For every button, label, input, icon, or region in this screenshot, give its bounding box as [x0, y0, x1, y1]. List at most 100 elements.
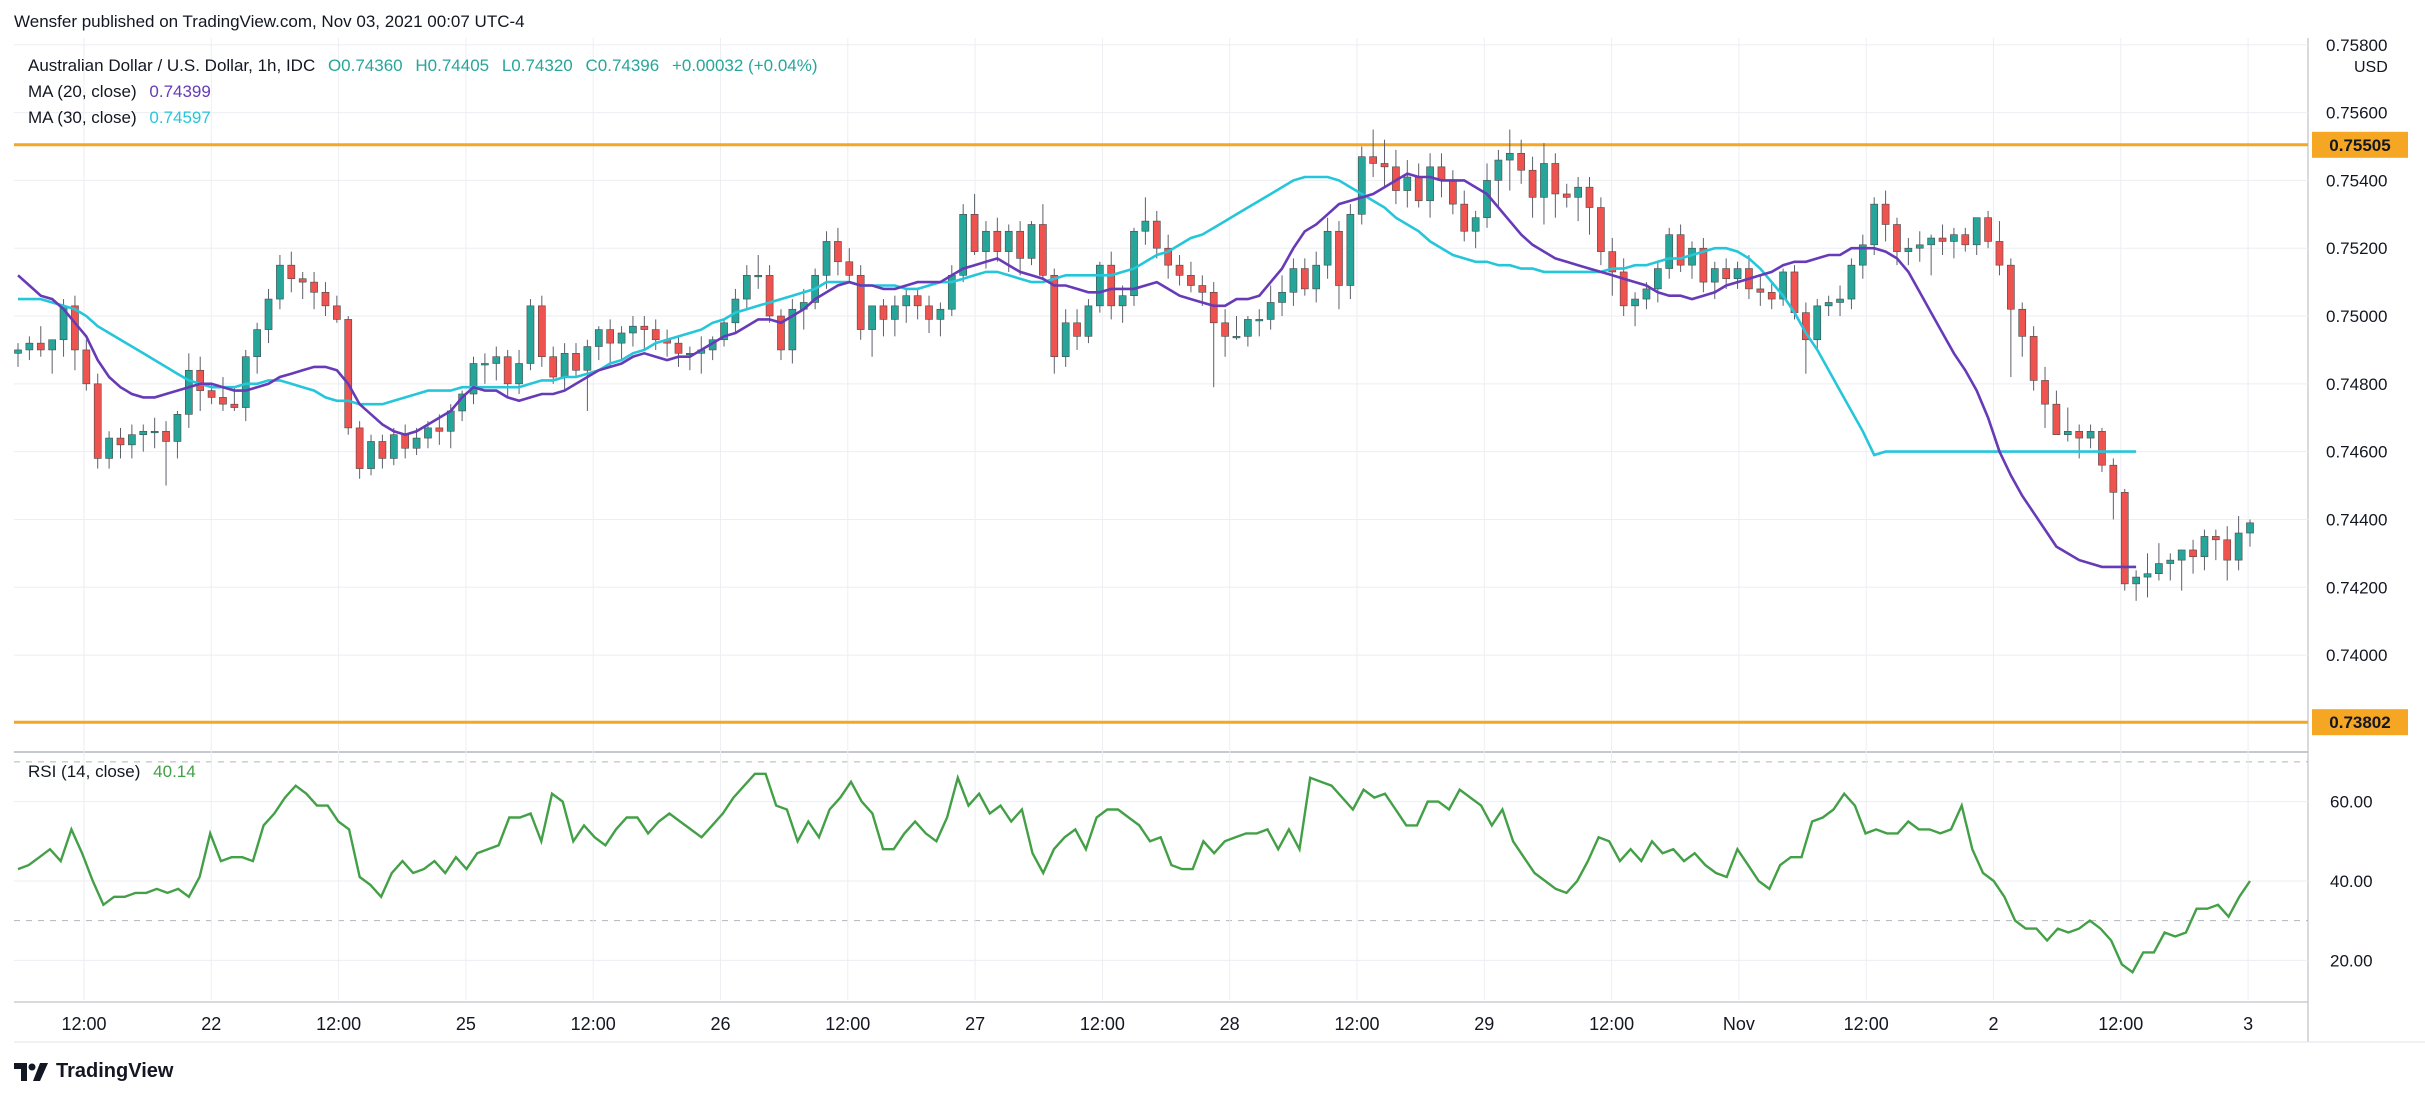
- candle-body-up: [241, 356, 250, 408]
- candle-body-up: [1654, 268, 1662, 290]
- candle-body-up: [1710, 268, 1719, 283]
- ma20-legend[interactable]: MA (20, close) 0.74399: [28, 82, 219, 102]
- candle: [162, 421, 170, 486]
- time-axis[interactable]: 12:00 22 12:00 25 12:00 26 12:00 27 12:00 28 12:00…: [61, 1014, 2253, 1034]
- candle-body-up: [1266, 302, 1275, 320]
- candle-body-down: [2052, 403, 2061, 435]
- price-axis[interactable]: 0.75800 0.75600 0.75400 0.75200 0.75000 0.748…: [2326, 36, 2388, 971]
- candle: [925, 295, 933, 333]
- candle-body-down: [1585, 186, 1594, 208]
- candle-body-down: [1050, 275, 1059, 358]
- candle: [219, 377, 227, 411]
- candle: [1722, 258, 1730, 289]
- candle: [1152, 210, 1161, 259]
- time-tick-label: 12:00: [1080, 1014, 1125, 1034]
- candle: [1369, 129, 1377, 178]
- rsi-legend[interactable]: RSI (14, close) 40.14: [28, 762, 204, 782]
- symbol-title[interactable]: Australian Dollar / U.S. Dollar, 1h, IDC: [28, 56, 316, 75]
- candle: [538, 295, 546, 367]
- time-tick-label: Nov: [1723, 1014, 1755, 1034]
- price-tick-label: 0.74000: [2326, 646, 2387, 665]
- candle-body-down: [435, 427, 444, 432]
- level-price-badge: [2312, 131, 2408, 158]
- candle: [1915, 231, 1924, 262]
- candle-body-down: [1961, 234, 1970, 246]
- candle: [401, 424, 410, 459]
- candle: [139, 424, 148, 452]
- candle: [503, 349, 512, 398]
- horizontal-levels[interactable]: 0.75505 0.73802: [14, 131, 2408, 736]
- candle-body-up: [2234, 532, 2243, 561]
- candle-body-down: [913, 295, 922, 307]
- candle-body-down: [1619, 271, 1628, 307]
- price-tick-label: 0.75600: [2326, 104, 2387, 123]
- candle-body-up: [1096, 264, 1104, 307]
- candle: [594, 326, 603, 361]
- candle: [526, 299, 535, 371]
- candle: [1597, 197, 1605, 266]
- candle: [1175, 254, 1184, 286]
- candle-body-up: [1858, 244, 1867, 266]
- ma30-legend[interactable]: MA (30, close) 0.74597: [28, 108, 219, 128]
- candle-body-down: [879, 305, 888, 320]
- candle-body-up: [1733, 268, 1742, 280]
- candle-body-up: [902, 295, 911, 307]
- candle: [2189, 539, 2197, 574]
- time-tick-label: 22: [201, 1014, 221, 1034]
- candle: [1278, 275, 1286, 317]
- tradingview-logo[interactable]: TradingView: [14, 1060, 173, 1083]
- candle: [173, 410, 182, 459]
- candle: [1585, 177, 1594, 235]
- candle: [720, 319, 728, 347]
- candle: [1300, 258, 1309, 296]
- time-tick-label: 29: [1474, 1014, 1494, 1034]
- price-tick-label: 0.74400: [2326, 510, 2387, 529]
- candle-body-up: [822, 241, 831, 276]
- candle: [606, 319, 614, 367]
- candle: [1289, 258, 1298, 306]
- candle-body-down: [1209, 291, 1218, 324]
- candle-body-up: [1915, 244, 1924, 249]
- time-tick-label: 12:00: [1844, 1014, 1889, 1034]
- candle: [14, 343, 22, 367]
- candle: [1266, 285, 1275, 330]
- candle: [184, 353, 193, 428]
- candle-body-down: [993, 230, 1002, 252]
- candle: [2223, 526, 2232, 581]
- candle: [1403, 160, 1412, 208]
- candle: [2029, 326, 2038, 391]
- candle-body-down: [1414, 176, 1423, 202]
- candle-body-up: [2246, 522, 2254, 534]
- candle-body-up: [1061, 322, 1070, 358]
- candle-body-down: [2223, 539, 2232, 561]
- rsi-line: [17, 772, 2251, 974]
- candle-body-down: [606, 329, 614, 344]
- candle-body-down: [1517, 152, 1526, 171]
- candle-body-down: [2018, 308, 2027, 337]
- candle: [1517, 139, 1526, 184]
- candle-body-down: [287, 264, 296, 280]
- candle: [1027, 221, 1036, 266]
- candle-body-down: [925, 305, 933, 320]
- candle-body-down: [1608, 251, 1617, 273]
- candle-body-down: [1187, 275, 1195, 286]
- candle: [1528, 156, 1537, 218]
- candle: [2120, 488, 2129, 591]
- candle: [1346, 204, 1355, 300]
- candle-body-up: [367, 441, 375, 469]
- candle-body-up: [481, 363, 489, 366]
- candle-body-down: [1107, 264, 1116, 307]
- price-tick-label: 0.75800: [2326, 36, 2387, 55]
- level-price-label: 0.75505: [2329, 136, 2390, 155]
- candle-body-down: [378, 441, 387, 459]
- candle: [25, 336, 34, 361]
- candle-body-down: [1699, 247, 1708, 283]
- close-value: C0.74396: [585, 56, 660, 75]
- candle: [708, 336, 717, 361]
- grid: [14, 38, 2308, 1000]
- candle-body-down: [310, 281, 318, 293]
- candle-body-up: [1084, 305, 1093, 337]
- candle-body-up: [173, 414, 182, 442]
- candle-body-down: [1562, 193, 1571, 198]
